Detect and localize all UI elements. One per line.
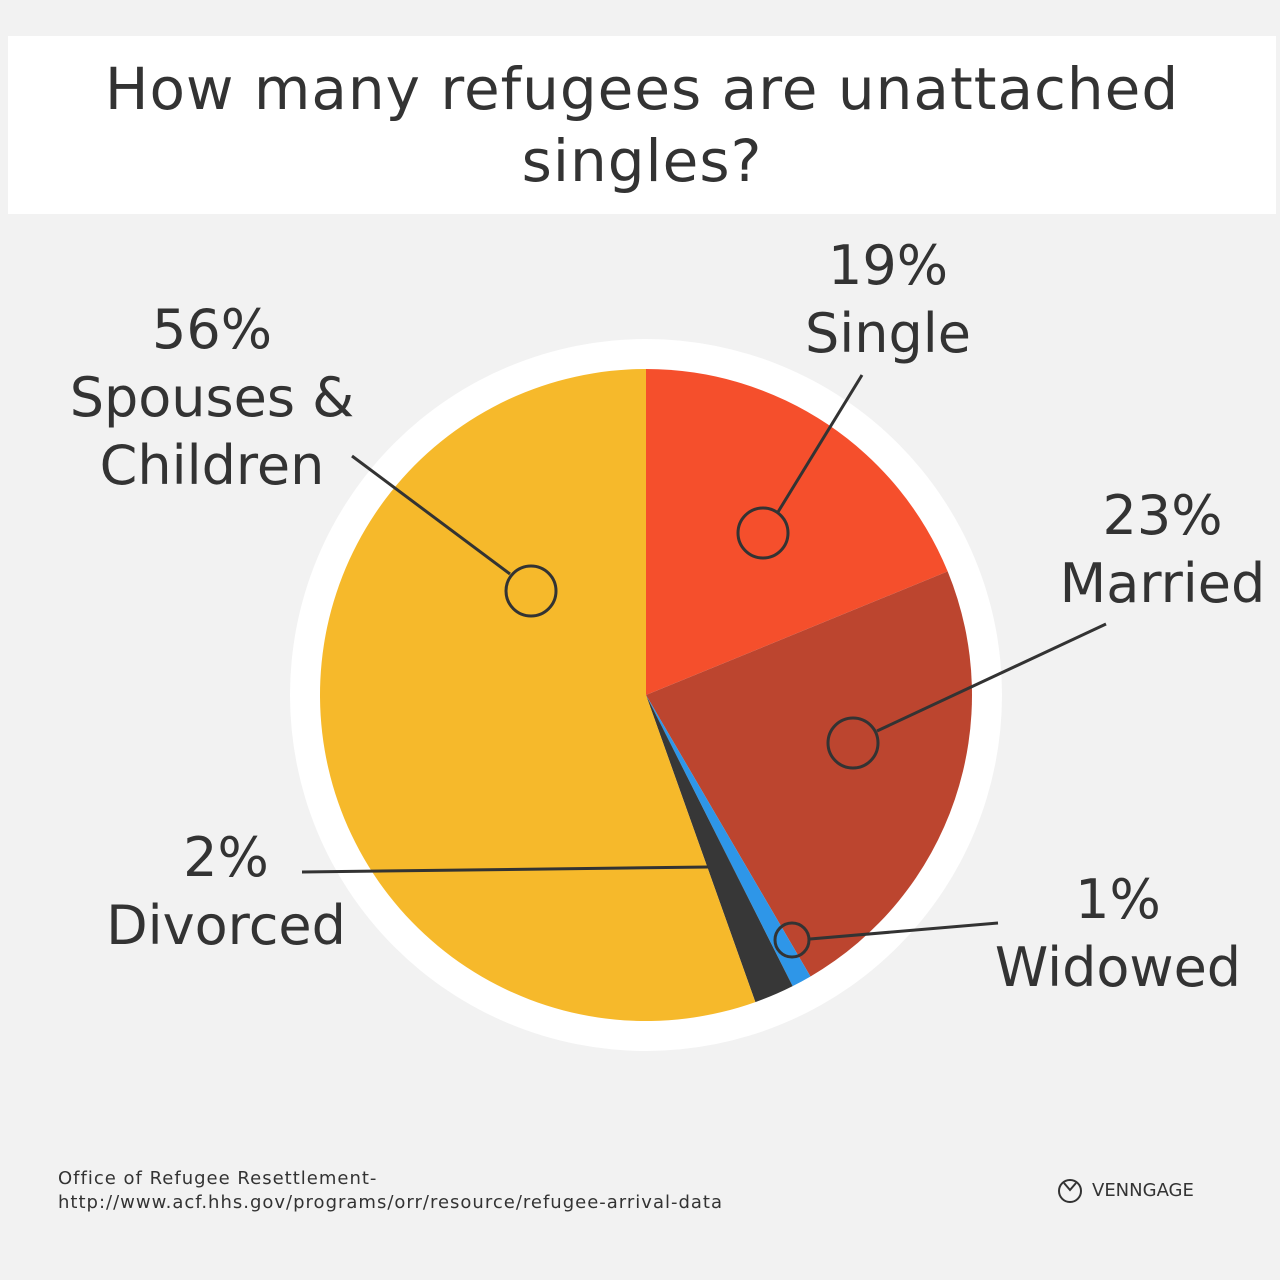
- leader-marker-widowed: [773, 921, 811, 959]
- label-married-name: Married: [1059, 552, 1266, 615]
- label-single: 19% Single: [780, 232, 996, 368]
- source-url: http://www.acf.hhs.gov/programs/orr/reso…: [58, 1192, 724, 1213]
- source-line-1: Office of Refugee Resettlement-: [58, 1168, 378, 1189]
- leader-marker-married: [826, 716, 880, 770]
- label-single-value: 19%: [827, 234, 949, 297]
- label-divorced: 2% Divorced: [96, 824, 356, 960]
- pie-slice-widowed: [646, 695, 811, 987]
- label-spouses: 56% Spouses & Children: [52, 296, 372, 500]
- leader-marker-spouses: [504, 564, 558, 618]
- pie-slice-divorced: [646, 695, 793, 1003]
- label-spouses-name: Spouses & Children: [69, 366, 355, 497]
- label-spouses-value: 56%: [151, 298, 273, 361]
- label-married: 23% Married: [1050, 482, 1275, 618]
- label-divorced-value: 2%: [183, 826, 269, 889]
- leader-line-single: [776, 374, 864, 513]
- label-widowed-name: Widowed: [994, 936, 1242, 999]
- leader-line-married: [876, 622, 1107, 733]
- pie-slice-spouses-children: [319, 369, 756, 1021]
- chart-title: How many refugees are unattached singles…: [104, 55, 1180, 195]
- title-box: How many refugees are unattached singles…: [8, 36, 1276, 214]
- leader-line-spouses: [351, 454, 511, 576]
- venngage-logo-icon: [1058, 1179, 1082, 1203]
- leader-marker-single: [736, 506, 790, 560]
- label-married-value: 23%: [1102, 484, 1223, 547]
- pie-slice-married: [646, 571, 972, 977]
- pie-slice-single: [646, 369, 948, 695]
- brand-logo: VENNGAGE: [1056, 1176, 1194, 1204]
- label-widowed: 1% Widowed: [984, 866, 1252, 1002]
- label-widowed-value: 1%: [1075, 868, 1161, 931]
- leader-line-divorced: [301, 865, 709, 874]
- source-note: Office of Refugee Resettlement- http://w…: [58, 1167, 723, 1215]
- leader-line-widowed: [809, 921, 999, 941]
- label-single-name: Single: [804, 302, 971, 365]
- brand-name: VENNGAGE: [1092, 1179, 1194, 1201]
- label-divorced-name: Divorced: [106, 894, 346, 957]
